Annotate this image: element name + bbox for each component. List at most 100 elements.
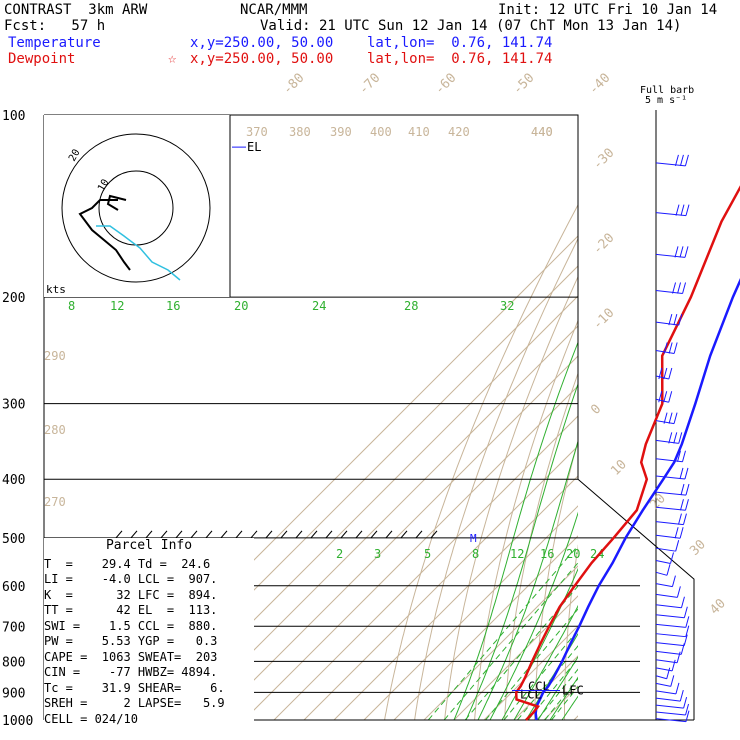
isotherm-line [363,505,578,720]
wind-barb-tick [682,282,687,294]
mixing-ratio-line [551,685,578,720]
theta-label: 270 [44,495,66,509]
wind-barb-tick [675,540,680,552]
wind-barb-tick [674,527,679,539]
barb-legend-line2: 5 m s⁻¹ [645,95,688,106]
wind-barb [655,697,681,702]
isotherm-line [183,325,578,720]
wind-barb-tick [679,154,684,167]
mixing-ratio-label: 8 [68,299,75,313]
theta-label: 380 [289,125,311,139]
hash-mark [250,530,258,539]
theta-label: 390 [330,125,352,139]
theta-label: 400 [370,125,392,139]
ccl-label: CCL [528,679,550,693]
parcel-row: Tc = 31.9 SHEAR= 6. [44,680,225,695]
barb-legend-line1: Full barb [640,85,695,96]
temperature-trace [534,278,740,721]
mixing-ratio-label: 24 [590,547,604,561]
wind-barb [655,650,682,655]
hash-mark [265,530,273,539]
wind-barb-tick [679,246,684,258]
wind-barb [655,633,686,638]
hodograph-ring [61,133,211,283]
mixing-ratio-label: 16 [540,547,554,561]
pressure-label: 900 [2,686,25,701]
hodograph-trace [78,199,131,271]
wind-barb-tick [671,575,676,587]
wind-barb-tick [680,596,685,608]
hash-mark [415,530,423,539]
wind-barb-tick [685,616,690,628]
isotherm-label: 20 [647,491,669,513]
isotherm-label: -20 [590,231,617,258]
dewpoint-trace [514,185,740,721]
wind-barb [655,534,681,539]
wind-barb [655,349,675,354]
wind-barb-tick [668,412,673,424]
isotherm-line [393,535,578,720]
pressure-label: 300 [2,398,25,413]
moist-adiabat-line [513,604,578,720]
wind-barb-tick [680,643,685,655]
sounding-traces [514,185,740,721]
wind-barb-tick [670,675,675,687]
hash-mark [115,530,123,539]
wind-barb-tick [683,697,688,709]
el-label: EL [247,140,261,154]
dry-adiabat-line [414,237,578,720]
parcel-row: TT = 42 EL = 113. [44,603,218,617]
hash-mark [340,530,348,539]
wind-barb-tick [684,246,689,258]
wind-barb-tick [677,513,682,525]
hash-mark [160,530,168,539]
forecast-hour: Fcst: 57 h [4,18,106,34]
wind-barb-tick [680,483,685,496]
dry-adiabat-line [474,319,578,720]
temperature-location: x,y=250.00, 50.00 lat,lon= 0.76, 141.74 [190,35,553,51]
parcel-row: CIN = -77 HWBZ= 4894. [44,665,218,679]
pressure-label: 1000 [2,714,33,729]
wind-barb-tick [684,154,689,167]
dry-adiabat-line [564,544,578,720]
hash-mark [220,530,228,539]
pressure-label: 200 [2,291,25,306]
wind-barb-tick [685,204,690,216]
wind-barb-tick [666,564,671,576]
wind-barb [655,711,686,716]
mixing-ratio-lines [427,341,578,720]
hash-mark [175,530,183,539]
dry-adiabat-line [384,203,578,720]
dewpoint-star-icon: ☆ [168,51,177,67]
wind-barb-tick [685,625,690,637]
hodograph-ring-label: 10 [96,178,112,194]
theta-label: 420 [448,125,470,139]
wind-barb [655,420,675,425]
wind-barb-tick [677,450,681,462]
wind-barb-tick [668,391,673,403]
temperature-legend: Temperature [8,35,101,51]
wind-barb [655,623,686,628]
wind-barb-tick [674,246,679,258]
wind-barb [655,659,678,664]
dewpoint-legend: Dewpoint [8,51,76,67]
wind-barb-tick [658,367,663,380]
hash-mark [145,530,153,539]
wind-barb-tick [663,367,668,380]
isotherm-line [543,685,578,720]
isotherm-line [483,625,578,720]
isotherm-label: -30 [590,146,617,173]
moist-adiabat-line [537,656,578,720]
mixing-ratio-label: 24 [312,299,326,313]
hash-mark [130,530,138,539]
wind-barb [655,321,679,326]
theta-label: 440 [531,125,553,139]
parcel-row: CAPE = 1063 SWEAT= 203 [44,649,218,664]
isotherm-line [453,595,578,720]
wind-barb [655,571,668,576]
isotherm-line [273,415,578,720]
parcel-row: PW = 5.53 YGP = 0.3 [44,634,218,648]
wind-barb-tick [683,606,688,618]
hash-mark [325,530,333,539]
wind-barb-tick [684,467,689,480]
